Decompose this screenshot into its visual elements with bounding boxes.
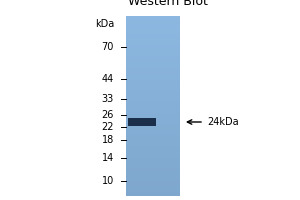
Text: 10: 10 bbox=[102, 176, 114, 186]
Text: 70: 70 bbox=[102, 42, 114, 52]
Text: 24kDa: 24kDa bbox=[207, 117, 238, 127]
Text: 22: 22 bbox=[101, 122, 114, 132]
Text: Western Blot: Western Blot bbox=[128, 0, 208, 8]
Text: 14: 14 bbox=[102, 153, 114, 163]
Text: 33: 33 bbox=[102, 94, 114, 104]
Text: kDa: kDa bbox=[95, 19, 114, 29]
Text: 44: 44 bbox=[102, 74, 114, 84]
Text: 18: 18 bbox=[102, 135, 114, 145]
Text: 26: 26 bbox=[102, 110, 114, 120]
Bar bbox=[128, 118, 156, 126]
